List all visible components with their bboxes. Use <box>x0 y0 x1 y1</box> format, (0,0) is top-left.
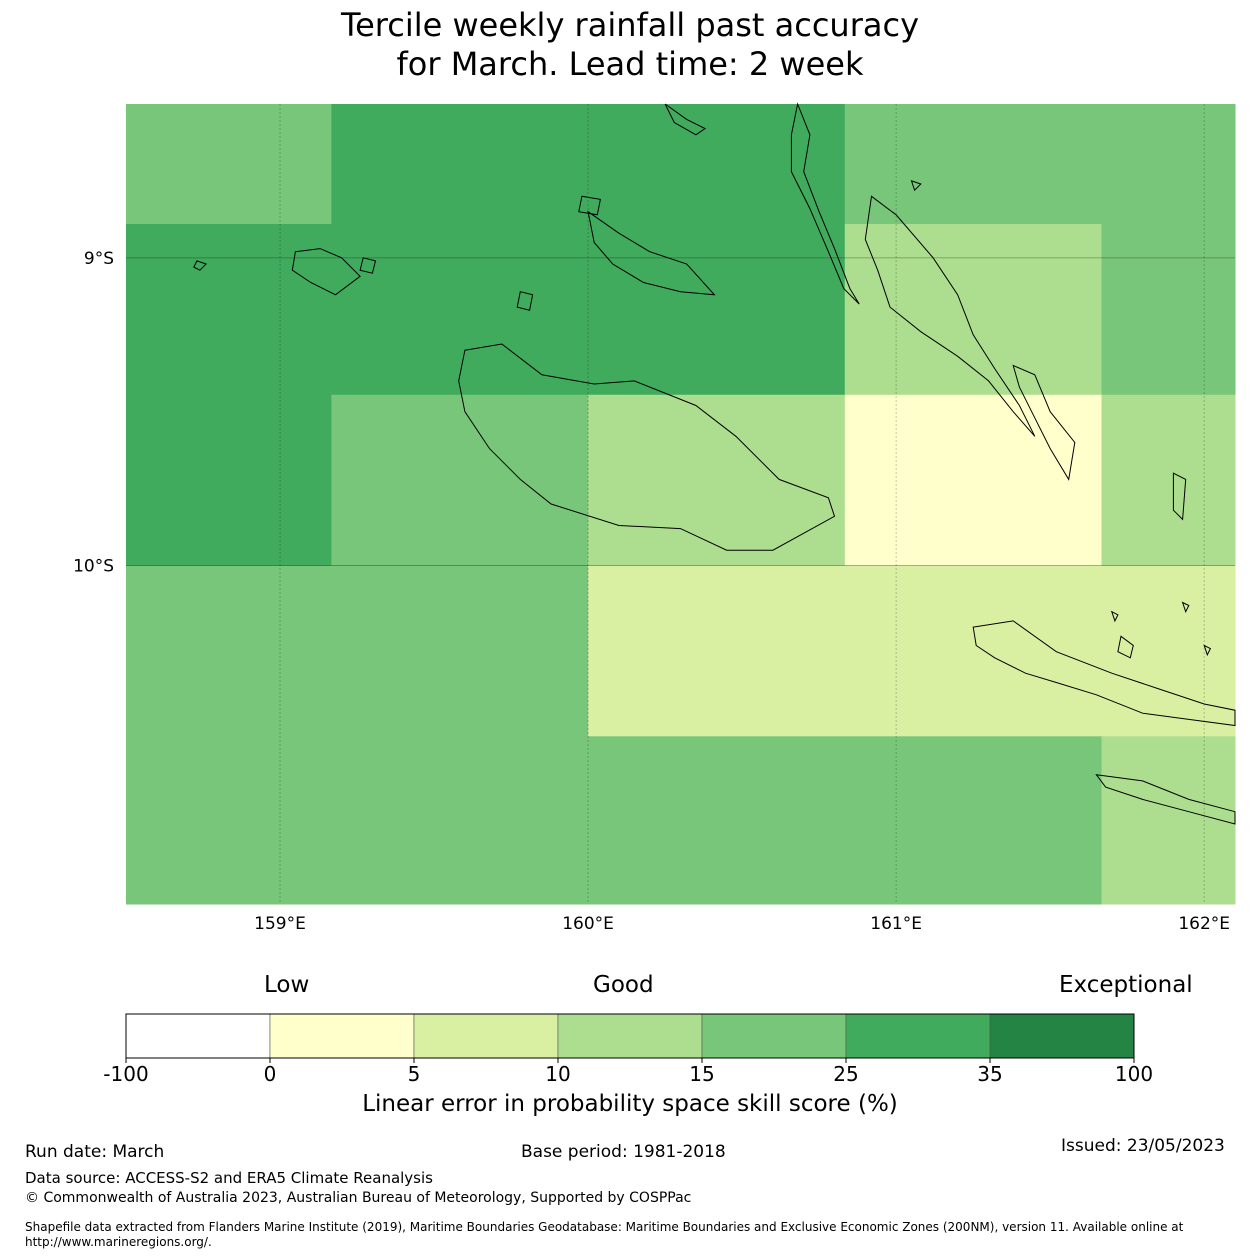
map-cell <box>126 736 1103 905</box>
map-skill-grid <box>126 104 1236 905</box>
colorbar-tick-label: 15 <box>689 1062 714 1086</box>
island-coastline <box>291 248 361 296</box>
title-line-2: for March. Lead time: 2 week <box>396 45 864 83</box>
island-coastline <box>1012 364 1076 481</box>
colorbar-tick-label: 25 <box>833 1062 858 1086</box>
map-cell <box>126 224 332 396</box>
map-cell <box>844 394 1103 567</box>
colorbar-box <box>413 1013 559 1059</box>
colorbar-box <box>125 1013 271 1059</box>
copyright: © Commonwealth of Australia 2023, Austra… <box>25 1190 692 1206</box>
island-coastline <box>1110 610 1119 623</box>
island-coastline <box>664 103 707 136</box>
island-coastline <box>790 102 860 305</box>
colorbar-box <box>557 1013 703 1059</box>
map-cell <box>1101 394 1236 567</box>
island-coastline <box>516 291 534 311</box>
island-coastline <box>864 195 1036 437</box>
colorbar-box <box>701 1013 847 1059</box>
run-date: Run date: March <box>25 1142 165 1162</box>
lon-tick-label: 160°E <box>562 914 614 934</box>
colorbar-box <box>845 1013 991 1059</box>
base-period: Base period: 1981-2018 <box>521 1142 726 1162</box>
colorbar-ticks: -100 0 5 10 15 25 35 100 <box>103 1058 1153 1086</box>
colorbar-heading-exceptional: Exceptional <box>1059 972 1193 998</box>
island-coastline <box>1181 601 1190 613</box>
map-cell <box>331 224 846 396</box>
island-coastline <box>578 195 601 216</box>
island-coastline <box>972 620 1236 727</box>
colorbar-tick-label: 100 <box>1115 1062 1153 1086</box>
island-coastline <box>1095 774 1236 825</box>
island-coastline <box>1203 644 1212 657</box>
title-line-1: Tercile weekly rainfall past accuracy <box>340 6 919 44</box>
colorbar-box <box>989 1013 1135 1059</box>
island-coastline <box>1172 472 1187 521</box>
map-cell <box>844 224 1103 396</box>
lon-tick-label: 159°E <box>254 914 306 934</box>
data-source: Data source: ACCESS-S2 and ERA5 Climate … <box>25 1169 433 1187</box>
island-coastline <box>1117 635 1134 659</box>
colorbar-box <box>269 1013 415 1059</box>
map-cell <box>126 104 332 225</box>
lon-tick-label: 162°E <box>1178 914 1230 934</box>
colorbar-tick-label: 10 <box>545 1062 570 1086</box>
lat-tick-label: 9°S <box>84 249 114 269</box>
lat-tick-label: 10°S <box>73 557 114 577</box>
map-cell <box>331 394 589 567</box>
map-cell <box>126 565 589 737</box>
shapefile-credit: Shapefile data extracted from Flanders M… <box>25 1220 1184 1249</box>
colorbar-tick-label: 5 <box>408 1062 421 1086</box>
island-coastline <box>193 260 208 271</box>
colorbar-tick-label: -100 <box>103 1062 148 1086</box>
map-cell <box>1101 224 1236 396</box>
island-coastline <box>458 343 836 551</box>
island-coastline <box>587 210 716 296</box>
colorbar-heading-good: Good <box>593 972 654 998</box>
map-axis-ticks: 9°S 10°S 159°E 160°E 161°E 162°E <box>73 249 1230 934</box>
colorbar-tick-label: 0 <box>264 1062 277 1086</box>
map-cell <box>126 394 332 567</box>
island-coastline <box>359 257 377 274</box>
map-cell <box>331 104 846 225</box>
colorbar-label: Linear error in probability space skill … <box>362 1091 898 1117</box>
map-cell <box>1101 736 1236 905</box>
colorbar-tick-label: 35 <box>977 1062 1002 1086</box>
map-gridlines <box>126 104 1235 904</box>
map-cell <box>844 104 1236 225</box>
map-coastlines <box>193 102 1236 825</box>
island-coastline <box>910 180 922 192</box>
colorbar-heading-low: Low <box>264 972 310 998</box>
map-cell <box>588 565 1236 737</box>
colorbar-boxes <box>125 1013 1135 1059</box>
lon-tick-label: 161°E <box>870 914 922 934</box>
colorbar-outline <box>125 1013 1135 1059</box>
issued-date: Issued: 23/05/2023 <box>1061 1136 1225 1156</box>
map-cell <box>588 394 846 567</box>
